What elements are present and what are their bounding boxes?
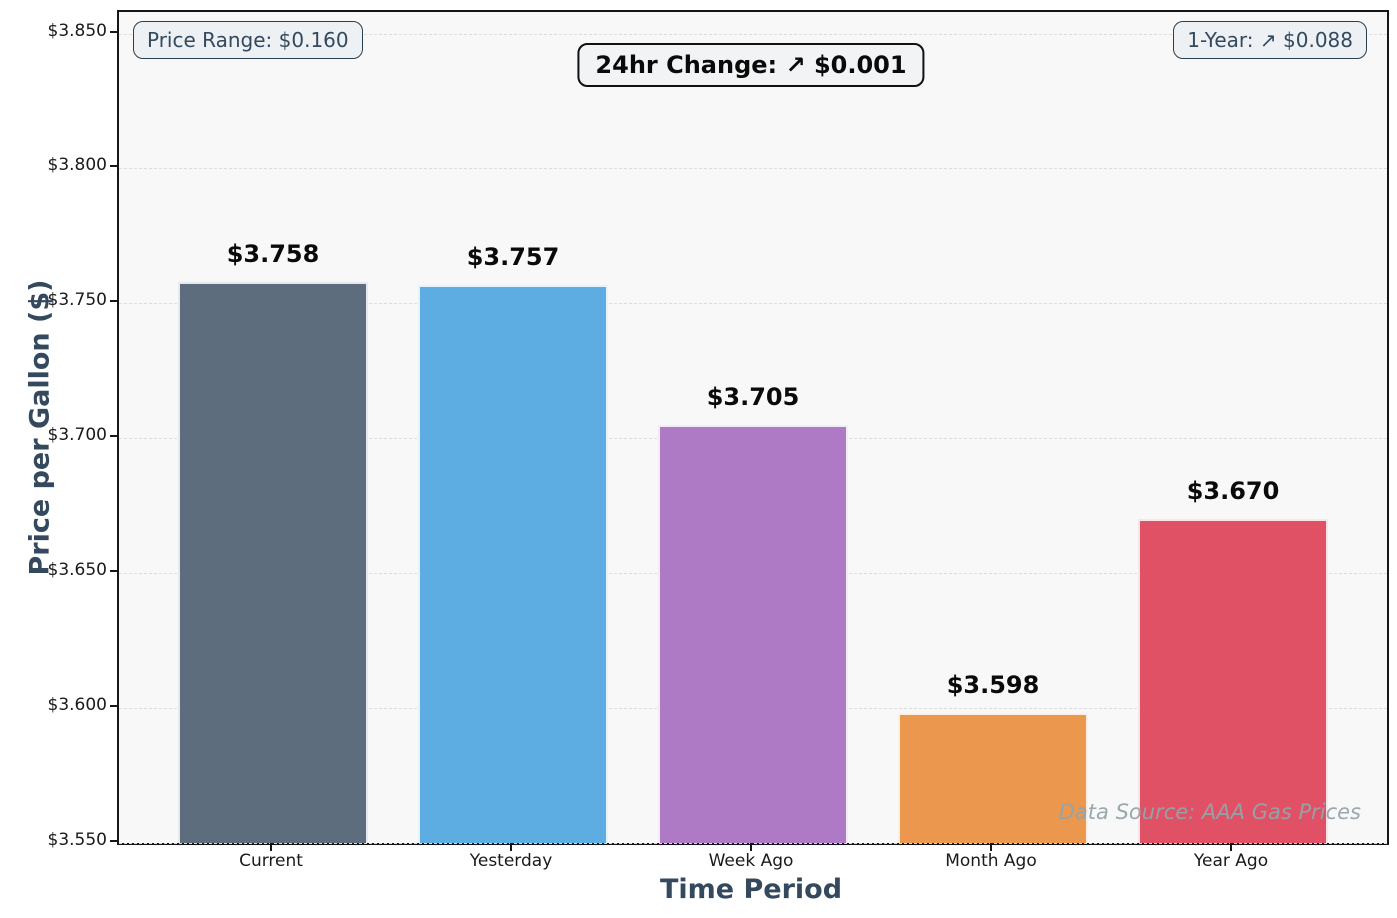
bar-value-label: $3.670 xyxy=(1186,477,1280,506)
y-tick-mark xyxy=(110,435,118,438)
bar-month-ago xyxy=(898,713,1088,843)
bar-current xyxy=(178,281,368,843)
x-tick-label: Week Ago xyxy=(708,851,794,871)
x-tick-mark xyxy=(270,843,272,851)
y-tick-label: $3.850 xyxy=(47,20,107,41)
bar-yesterday xyxy=(418,284,608,843)
gridline xyxy=(119,168,1387,170)
y-tick-mark xyxy=(110,840,118,842)
y-tick-mark xyxy=(110,165,118,168)
y-tick-label: $3.700 xyxy=(47,425,107,446)
x-tick-mark xyxy=(510,843,512,851)
gridline xyxy=(119,33,1387,35)
x-tick-label: Month Ago xyxy=(945,851,1037,871)
plot-area: $3.758 $3.757 $3.705 $3.598 $3.670 xyxy=(117,10,1389,845)
y-tick-mark xyxy=(110,570,118,573)
x-tick-label: Year Ago xyxy=(1193,851,1269,871)
24hr-change-annotation: 24hr Change: ↗ $0.001 xyxy=(577,43,925,87)
y-axis-title: Price per Gallon ($) xyxy=(24,279,56,576)
bar-value-label: $3.758 xyxy=(226,239,320,268)
x-tick-mark xyxy=(1230,843,1232,851)
bar-year-ago xyxy=(1138,519,1328,843)
bar-week-ago xyxy=(658,424,848,843)
data-source-watermark: Data Source: AAA Gas Prices xyxy=(1058,800,1361,824)
y-tick-label: $3.750 xyxy=(47,290,107,311)
y-tick-label: $3.650 xyxy=(47,560,107,581)
1-year-change-annotation: 1-Year: ↗ $0.088 xyxy=(1173,21,1367,59)
x-tick-label: Yesterday xyxy=(469,851,553,871)
y-tick-label: $3.600 xyxy=(47,695,107,716)
x-tick-mark xyxy=(990,843,992,851)
y-tick-mark xyxy=(110,300,118,303)
y-tick-mark xyxy=(110,705,118,708)
x-tick-label: Current xyxy=(239,851,303,871)
gridline xyxy=(119,843,1387,844)
price-range-annotation: Price Range: $0.160 xyxy=(133,21,363,59)
y-tick-label: $3.550 xyxy=(47,830,107,850)
gridline xyxy=(119,303,1387,305)
x-tick-mark xyxy=(750,843,752,851)
y-tick-mark xyxy=(110,30,118,33)
y-tick-label: $3.800 xyxy=(47,155,107,176)
bar-value-label: $3.598 xyxy=(946,671,1040,700)
bar-value-label: $3.757 xyxy=(466,242,560,271)
bar-value-label: $3.705 xyxy=(706,382,800,411)
x-axis-title: Time Period xyxy=(659,874,843,905)
